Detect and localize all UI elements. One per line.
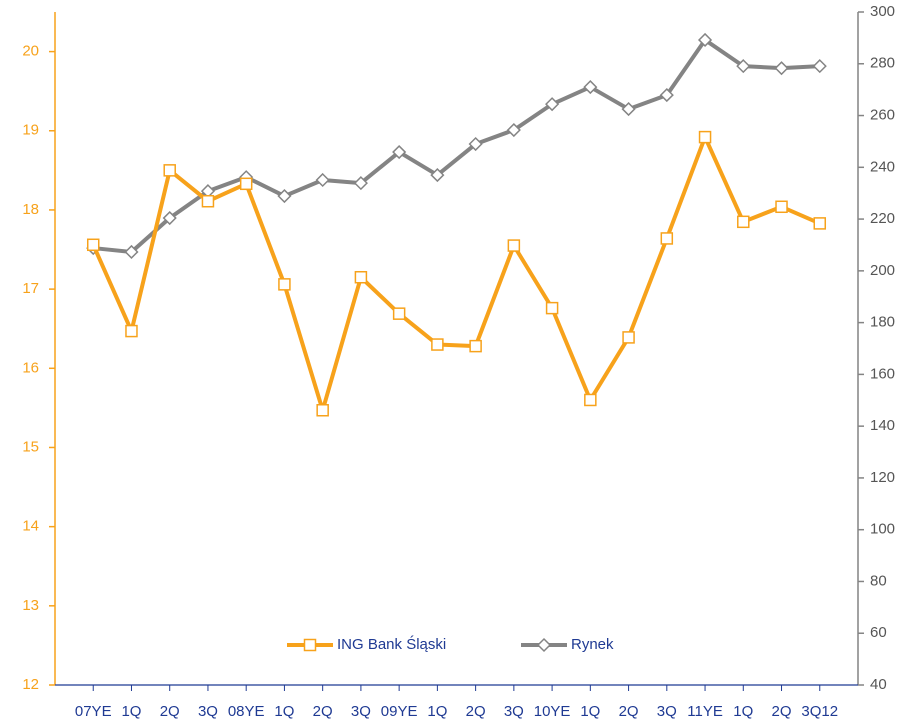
x-tick-label: 1Q bbox=[733, 703, 753, 720]
marker bbox=[660, 232, 674, 245]
y-tick-label: 17 bbox=[22, 280, 39, 297]
marker bbox=[737, 215, 750, 229]
marker bbox=[468, 136, 483, 152]
marker bbox=[584, 393, 597, 407]
legend-marker bbox=[303, 638, 317, 652]
y-tick-label: 20 bbox=[22, 43, 39, 60]
marker bbox=[431, 338, 444, 351]
marker bbox=[621, 102, 636, 117]
marker bbox=[430, 168, 445, 183]
x-tick-label: 1Q bbox=[427, 703, 447, 720]
x-tick-label: 07YE bbox=[75, 703, 112, 720]
marker bbox=[125, 324, 138, 338]
x-tick-label: 2Q bbox=[313, 703, 333, 720]
marker bbox=[316, 404, 329, 417]
marker bbox=[86, 238, 100, 252]
x-tick-label: 10YE bbox=[534, 703, 571, 720]
y-tick-label: 14 bbox=[22, 518, 39, 535]
x-tick-label: 1Q bbox=[580, 703, 600, 720]
marker bbox=[506, 122, 521, 138]
marker bbox=[163, 164, 176, 177]
y-tick-label: 13 bbox=[22, 597, 39, 614]
marker bbox=[278, 278, 291, 291]
marker bbox=[124, 244, 139, 260]
marker bbox=[315, 172, 330, 188]
x-tick-label: 2Q bbox=[619, 703, 639, 720]
y-tick-label: 12 bbox=[22, 676, 39, 693]
marker bbox=[813, 217, 827, 230]
y2-tick-label: 280 bbox=[870, 55, 895, 72]
legend-marker bbox=[536, 637, 552, 653]
y2-tick-label: 260 bbox=[870, 107, 895, 124]
y2-tick-label: 120 bbox=[870, 469, 895, 486]
y2-tick-label: 100 bbox=[870, 521, 895, 538]
marker bbox=[545, 301, 559, 315]
marker bbox=[812, 59, 827, 74]
y2-tick-label: 240 bbox=[870, 158, 895, 175]
marker bbox=[698, 130, 712, 144]
marker bbox=[469, 339, 482, 353]
y2-tick-label: 160 bbox=[870, 365, 895, 382]
marker bbox=[201, 194, 215, 208]
x-tick-label: 3Q bbox=[504, 703, 524, 720]
y-tick-label: 19 bbox=[22, 122, 39, 139]
marker bbox=[507, 239, 521, 252]
marker bbox=[583, 80, 598, 95]
y2-tick-label: 40 bbox=[870, 676, 887, 693]
marker bbox=[354, 270, 368, 284]
y2-tick-label: 60 bbox=[870, 624, 887, 641]
y-tick-label: 15 bbox=[22, 438, 39, 455]
y2-tick-label: 80 bbox=[870, 572, 887, 589]
y2-tick-label: 200 bbox=[870, 262, 895, 279]
x-tick-label: 3Q12 bbox=[801, 703, 838, 720]
series-line bbox=[93, 37, 820, 254]
marker bbox=[392, 307, 406, 320]
marker bbox=[697, 32, 713, 48]
x-tick-label: 3Q bbox=[198, 703, 218, 720]
y2-tick-label: 220 bbox=[870, 210, 895, 227]
marker bbox=[277, 188, 292, 204]
marker bbox=[622, 331, 635, 344]
y-tick-label: 18 bbox=[22, 201, 39, 218]
x-tick-label: 1Q bbox=[274, 703, 294, 720]
marker bbox=[239, 177, 253, 191]
marker bbox=[353, 176, 368, 191]
marker bbox=[659, 88, 674, 103]
legend-label: ING Bank Śląski bbox=[337, 635, 446, 653]
marker bbox=[162, 210, 177, 226]
y2-tick-label: 300 bbox=[870, 3, 895, 20]
x-tick-label: 3Q bbox=[657, 703, 677, 720]
legend-label: Rynek bbox=[571, 636, 614, 653]
y2-tick-label: 140 bbox=[870, 417, 895, 434]
series-line bbox=[91, 135, 821, 413]
x-tick-label: 2Q bbox=[160, 703, 180, 720]
marker bbox=[392, 144, 407, 160]
marker bbox=[775, 200, 788, 214]
x-tick-label: 2Q bbox=[466, 703, 486, 720]
x-tick-label: 11YE bbox=[687, 703, 723, 720]
y-tick-label: 16 bbox=[22, 359, 39, 376]
x-tick-label: 3Q bbox=[351, 703, 371, 720]
y2-tick-label: 180 bbox=[870, 314, 895, 331]
x-tick-label: 2Q bbox=[772, 703, 792, 720]
marker bbox=[736, 59, 751, 74]
marker bbox=[774, 61, 789, 76]
x-tick-label: 08YE bbox=[228, 703, 265, 720]
marker bbox=[545, 97, 560, 112]
x-tick-label: 09YE bbox=[381, 703, 418, 720]
x-tick-label: 1Q bbox=[121, 703, 141, 720]
